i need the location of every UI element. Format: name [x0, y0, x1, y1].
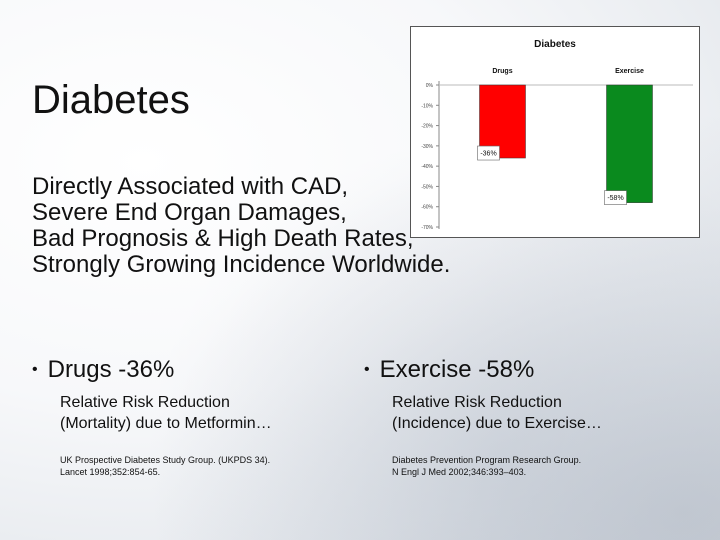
citation-line: N Engl J Med 2002;346:393–403. — [392, 467, 527, 477]
exercise-heading: Exercise -58% — [379, 356, 535, 383]
chart-svg: Diabetes 0% -10% -20% -30% -40% -50% -60% -70% Dr… — [421, 39, 693, 231]
y-tick-label: -20% — [421, 124, 433, 130]
chart-title: Diabetes — [534, 39, 576, 50]
intro-line: Strongly Growing Incidence Worldwide. — [32, 251, 451, 278]
drugs-citation: UK Prospective Diabetes Study Group. (UK… — [60, 454, 332, 478]
bullet-dot: • — [32, 361, 38, 378]
exercise-citation: Diabetes Prevention Program Research Gro… — [392, 454, 664, 478]
citation-line: Lancet 1998;352:854-65. — [60, 467, 161, 477]
slide-title: Diabetes — [32, 78, 190, 122]
y-tick-label: -10% — [421, 103, 433, 109]
y-tick-label: -30% — [421, 144, 433, 150]
y-tick-label: 0% — [426, 83, 434, 89]
diabetes-chart: Diabetes 0% -10% -20% -30% -40% -50% -60% -70% Dr… — [410, 26, 700, 238]
data-label: -36% — [480, 151, 496, 158]
intro-line: Severe End Organ Damages, — [32, 199, 347, 226]
bar-exercise — [606, 84, 653, 203]
description-line: (Incidence) due to Exercise… — [392, 415, 602, 432]
y-tick-label: -60% — [421, 205, 433, 211]
intro-line: Directly Associated with CAD, — [32, 173, 349, 200]
citation-line: Diabetes Prevention Program Research Gro… — [392, 455, 582, 465]
data-label-box — [477, 145, 500, 161]
y-tick-label: -70% — [421, 225, 433, 231]
data-label: -58% — [607, 195, 623, 202]
y-tick-label: -40% — [421, 164, 433, 170]
drugs-column: • Drugs -36% Relative Risk Reduction (Mor… — [32, 356, 332, 478]
exercise-column: • Exercise -58% Relative Risk Reduction (… — [364, 356, 664, 478]
citation-line: UK Prospective Diabetes Study Group. (UK… — [60, 455, 271, 465]
bullet-dot: • — [364, 361, 370, 378]
drugs-heading: Drugs -36% — [47, 356, 175, 383]
data-label-box — [604, 190, 627, 205]
description-line: (Mortality) due to Metformin… — [60, 415, 272, 432]
y-tick-label: -50% — [421, 184, 433, 190]
category-label: Drugs — [492, 68, 512, 75]
category-label: Exercise — [615, 68, 644, 75]
intro-line: Bad Prognosis & High Death Rates, — [32, 225, 414, 252]
intro-text: Directly Associated with CAD, Severe End… — [32, 174, 450, 278]
description-line: Relative Risk Reduction — [60, 394, 230, 411]
exercise-description: Relative Risk Reduction (Incidence) due … — [392, 392, 664, 434]
description-line: Relative Risk Reduction — [392, 394, 562, 411]
drugs-description: Relative Risk Reduction (Mortality) due … — [60, 392, 332, 434]
